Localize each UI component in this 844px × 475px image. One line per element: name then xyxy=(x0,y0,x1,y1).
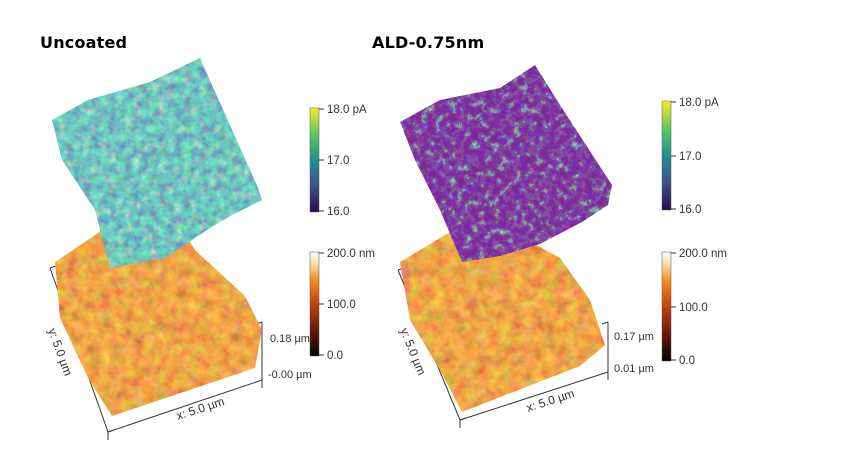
height-colorbar-min-label: 0.0 xyxy=(327,350,343,362)
current-colorbar-mid-label: 17.0 xyxy=(679,151,701,163)
z-axis-top-label: 0.17 µm xyxy=(614,331,654,343)
axis-frame-ald xyxy=(397,267,609,428)
height-colorbar-max-label: 200.0 nm xyxy=(327,248,375,260)
height-colorbar-ald xyxy=(661,251,672,362)
panel-uncoated: 18.0 pA 17.0 16.0 200.0 nm 100.0 0.0 0.1… xyxy=(45,58,375,440)
height-colorbar-max-label: 200.0 nm xyxy=(679,248,727,260)
height-colorbar-mid-label: 100.0 xyxy=(327,299,356,311)
current-colorbar-uncoated xyxy=(309,107,320,213)
height-surface-ald xyxy=(400,232,605,412)
current-colorbar-min-label: 16.0 xyxy=(327,206,349,218)
x-axis-label: x: 5.0 µm xyxy=(175,394,226,423)
height-surface-uncoated xyxy=(55,218,262,416)
current-surface-uncoated xyxy=(52,58,262,268)
current-colorbar-max-label: 18.0 pA xyxy=(327,104,367,116)
panel-title-uncoated: Uncoated xyxy=(40,33,128,52)
z-axis-top-label: 0.18 µm xyxy=(270,333,310,345)
z-axis-bottom-label: 0.01 µm xyxy=(614,363,654,375)
current-colorbar-mid-label: 17.0 xyxy=(327,155,349,167)
current-colorbar-max-label: 18.0 pA xyxy=(679,97,719,109)
current-surface-ald xyxy=(400,65,612,262)
height-colorbar-min-label: 0.0 xyxy=(679,355,695,367)
panel-title-ald: ALD-0.75nm xyxy=(372,33,485,52)
panel-ald: 18.0 pA 17.0 16.0 200.0 nm 100.0 0.0 0.1… xyxy=(397,65,727,428)
z-axis-bottom-label: -0.00 µm xyxy=(268,369,312,381)
height-colorbar-mid-label: 100.0 xyxy=(679,302,708,314)
height-colorbar-uncoated xyxy=(309,251,320,357)
current-colorbar-ald xyxy=(661,100,672,211)
current-colorbar-min-label: 16.0 xyxy=(679,204,701,216)
